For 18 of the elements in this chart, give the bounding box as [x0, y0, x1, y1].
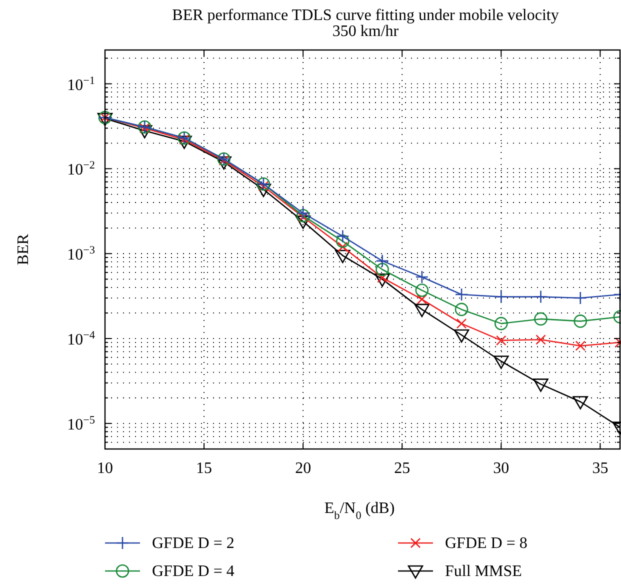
legend-label: Full MMSE — [445, 563, 522, 580]
legend-label: GFDE D = 8 — [445, 535, 528, 552]
x-tick-label: 25 — [394, 460, 410, 477]
x-tick-label: 35 — [592, 460, 608, 477]
y-tick-label: 10$^{−2}$ — [67, 160, 95, 179]
chart-title: BER performance TDLS curve fitting under mobile velocity 350 km/hr — [172, 7, 559, 40]
legend-label: GFDE D = 2 — [152, 535, 234, 552]
x-tick-label: 15 — [196, 460, 212, 477]
y-tick-label: 10$^{−3}$ — [67, 244, 96, 264]
x-tick-label: 10 — [97, 460, 113, 477]
y-tick-label: 10$^{−4}$ — [67, 330, 96, 349]
x-tick-label: 20 — [295, 460, 312, 477]
y-axis-title: BER — [15, 234, 32, 266]
legend-label: GFDE D = 4 — [152, 563, 234, 580]
x-axis-title: E$_{b}$/N$_{0}$ (dB) — [324, 500, 395, 522]
y-tick-label: 10$^{−1}$ — [67, 74, 95, 94]
x-tick-label: 30 — [493, 460, 510, 477]
y-tick-label: 10$^{−5}$ — [67, 414, 96, 434]
